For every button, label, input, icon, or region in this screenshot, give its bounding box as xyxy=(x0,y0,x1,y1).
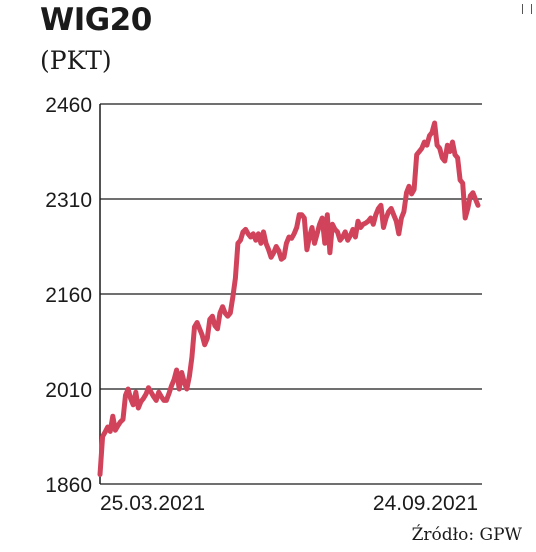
source-note: Źródło: GPW xyxy=(411,525,522,545)
series-line-wig20 xyxy=(97,120,481,477)
y-tick-label-2460: 2460 xyxy=(45,94,92,117)
y-tick-label-1860: 1860 xyxy=(45,474,92,497)
y-tick-label-2160: 2160 xyxy=(45,284,92,307)
chart-title: WIG20 xyxy=(40,2,152,38)
y-tick-label-2010: 2010 xyxy=(45,379,92,402)
y-tick-label-2310: 2310 xyxy=(45,189,92,212)
gridlines xyxy=(100,103,482,485)
y-tick-labels: 1860 2010 2160 2310 2460 xyxy=(45,94,92,497)
chart-subtitle: (PKT) xyxy=(40,46,112,75)
corner-mark xyxy=(522,4,532,14)
x-tick-label-end: 24.09.2021 xyxy=(373,492,478,515)
x-tick-label-start: 25.03.2021 xyxy=(100,492,205,515)
